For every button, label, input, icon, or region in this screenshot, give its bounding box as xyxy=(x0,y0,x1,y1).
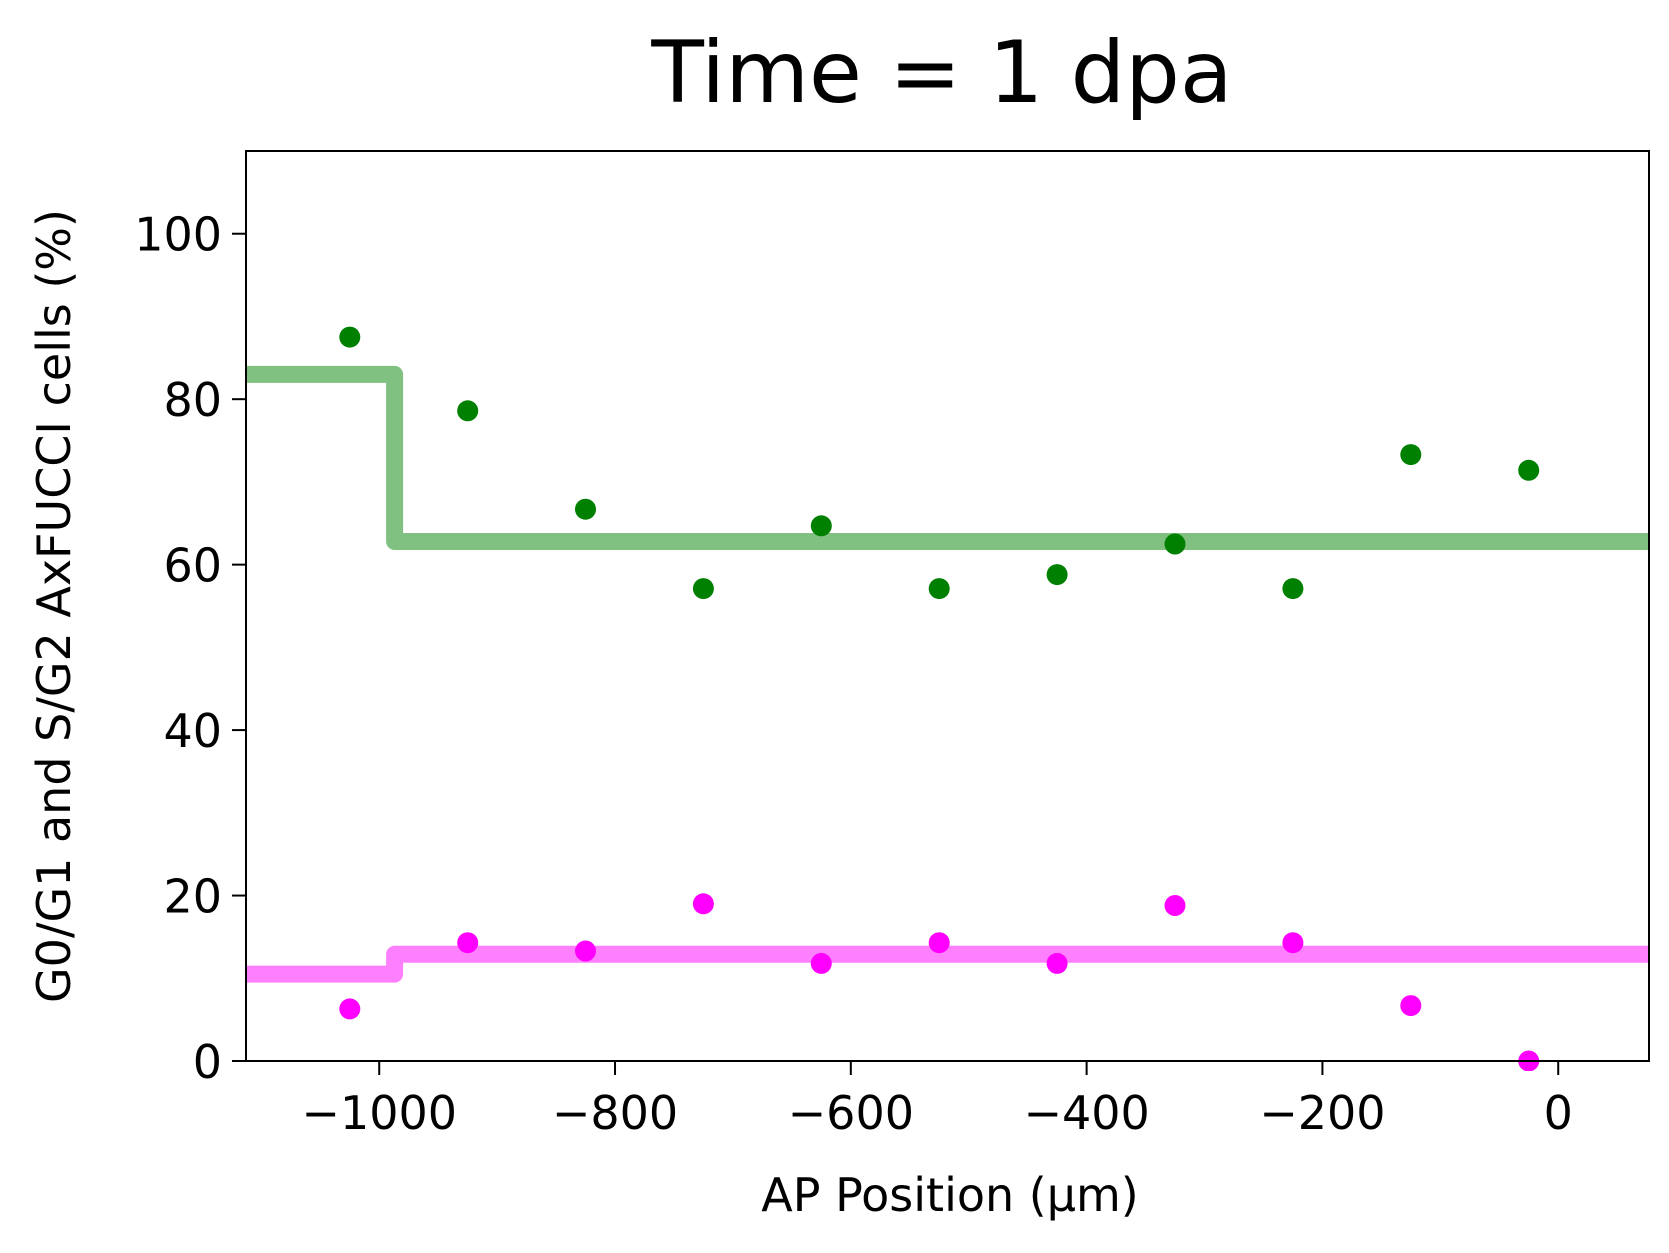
data-point-series-1-4 xyxy=(810,952,832,974)
x-tick-label: −600 xyxy=(788,1086,914,1140)
data-point-series-1-9 xyxy=(1400,995,1422,1017)
y-tick-label: 80 xyxy=(163,373,222,427)
y-tick-label: 100 xyxy=(134,208,222,262)
data-point-series-0-4 xyxy=(810,515,832,537)
x-tick-label: −1000 xyxy=(301,1086,457,1140)
y-tick-label: 20 xyxy=(163,870,222,924)
y-tick-label: 0 xyxy=(193,1035,222,1089)
step-line-series-2 xyxy=(246,365,1649,550)
scatter-points-layer xyxy=(339,326,1540,1071)
data-point-series-0-9 xyxy=(1400,444,1422,466)
y-tick-label: 60 xyxy=(163,539,222,593)
y-tick-label: 40 xyxy=(163,704,222,758)
x-tick-label: −400 xyxy=(1023,1086,1149,1140)
data-point-series-1-2 xyxy=(575,940,596,962)
data-point-series-0-6 xyxy=(1046,564,1068,586)
data-point-series-0-3 xyxy=(692,578,714,600)
data-point-series-0-7 xyxy=(1164,533,1186,555)
data-point-series-1-1 xyxy=(457,932,479,954)
data-point-series-0-8 xyxy=(1282,578,1304,600)
x-tick-label: −200 xyxy=(1259,1086,1385,1140)
data-point-series-1-8 xyxy=(1282,932,1304,954)
plot-area xyxy=(246,326,1649,1071)
y-axis-label: G0/G1 and S/G2 AxFUCCI cells (%) xyxy=(27,209,81,1003)
step-lines-layer xyxy=(246,365,1649,983)
data-point-series-1-0 xyxy=(339,998,361,1020)
y-axis-ticks: 0 20 40 60 80 100 xyxy=(134,208,246,1089)
axes-frame xyxy=(245,150,1650,1062)
x-tick-label: −800 xyxy=(552,1086,678,1140)
step-line-series-3 xyxy=(246,945,1649,983)
chart-title: Time = 1 dpa xyxy=(650,23,1232,123)
x-axis-ticks: −1000 −800 −600 −400 −200 0 xyxy=(301,1061,1573,1140)
data-point-series-0-1 xyxy=(457,400,479,422)
data-point-series-0-2 xyxy=(575,498,596,520)
x-tick-label: 0 xyxy=(1544,1086,1573,1140)
data-point-series-1-5 xyxy=(928,932,950,954)
data-point-series-1-6 xyxy=(1046,952,1068,974)
data-point-series-0-10 xyxy=(1518,459,1540,481)
x-axis-label: AP Position (μm) xyxy=(761,1168,1139,1222)
data-point-series-1-7 xyxy=(1164,895,1186,916)
data-point-series-0-5 xyxy=(928,578,950,600)
data-point-series-0-0 xyxy=(339,326,361,348)
data-point-series-1-3 xyxy=(692,893,714,915)
